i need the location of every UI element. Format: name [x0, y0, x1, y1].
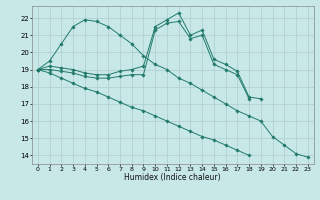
X-axis label: Humidex (Indice chaleur): Humidex (Indice chaleur) [124, 173, 221, 182]
